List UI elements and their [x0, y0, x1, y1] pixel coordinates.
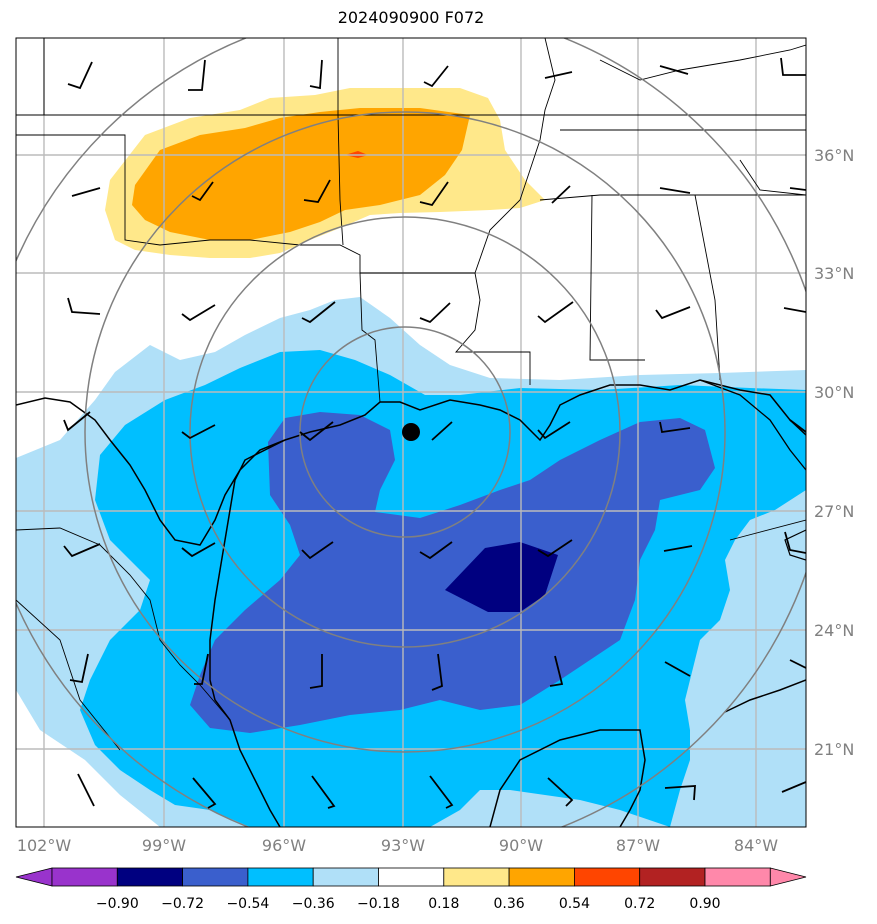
colorbar-tick-label: 0.18 — [428, 896, 459, 912]
colorbar-tick-label: 0.36 — [494, 896, 525, 912]
lon-label-99: 99°W — [142, 836, 186, 855]
graticule — [16, 38, 806, 827]
lon-label-93: 93°W — [381, 836, 425, 855]
lon-label-87: 87°W — [616, 836, 660, 855]
colorbar-bin-5 — [312, 867, 379, 887]
location-marker — [402, 423, 420, 441]
map-title: 2024090900 F072 — [337, 8, 485, 27]
lat-label-36: 36°N — [814, 146, 854, 165]
colorbar-tick-label: 0.54 — [559, 896, 590, 912]
colorbar-bin-3 — [182, 867, 249, 887]
colorbar-tick-label: 0.72 — [624, 896, 655, 912]
lat-label-30: 30°N — [814, 383, 854, 402]
colorbar-bin-6 — [378, 867, 445, 887]
colorbar-extend-high — [769, 867, 807, 887]
fill-mid-blue — [190, 412, 715, 733]
colorbar — [15, 867, 807, 887]
colorbar-tick-label: −0.36 — [292, 896, 335, 912]
range-ring-2 — [189, 216, 621, 648]
lat-label-21: 21°N — [814, 740, 854, 759]
lon-label-102: 102°W — [17, 836, 72, 855]
fill-navy — [445, 542, 558, 612]
colorbar-tick-label: −0.18 — [357, 896, 400, 912]
lon-label-90: 90°W — [499, 836, 543, 855]
colorbar-bin-9 — [574, 867, 641, 887]
latitude-labels: 36°N 33°N 30°N 27°N 24°N 21°N — [814, 146, 854, 759]
colorbar-bin-2 — [116, 867, 184, 887]
colorbar-labels: −0.90 −0.72 −0.54 −0.36 −0.18 0.18 0.36 … — [96, 896, 721, 912]
range-ring-3 — [84, 111, 726, 753]
fill-orange — [132, 108, 470, 240]
colorbar-bin-8 — [508, 867, 575, 887]
colorbar-tick-label: −0.54 — [226, 896, 269, 912]
colorbar-bin-4 — [247, 867, 314, 887]
colorbar-bin-10 — [639, 867, 706, 887]
lat-label-33: 33°N — [814, 264, 854, 283]
colorbar-tick-label: −0.90 — [96, 896, 139, 912]
wind-barbs — [63, 57, 806, 809]
colorbar-bin-1 — [51, 867, 118, 887]
longitude-labels: 102°W 99°W 96°W 93°W 90°W 87°W 84°W — [17, 836, 778, 855]
boundaries — [16, 38, 806, 827]
map-area — [16, 38, 806, 827]
lon-label-96: 96°W — [262, 836, 306, 855]
colorbar-bin-7 — [443, 867, 510, 887]
colorbar-tick-label: −0.72 — [161, 896, 204, 912]
map-frame — [15, 37, 807, 828]
colorbar-bin-11 — [704, 867, 771, 887]
lat-label-24: 24°N — [814, 621, 854, 640]
lat-label-27: 27°N — [814, 502, 854, 521]
lon-label-84: 84°W — [734, 836, 778, 855]
range-rings — [16, 38, 806, 827]
colorbar-tick-label: 0.90 — [689, 896, 720, 912]
colorbar-extend-low — [15, 867, 53, 887]
